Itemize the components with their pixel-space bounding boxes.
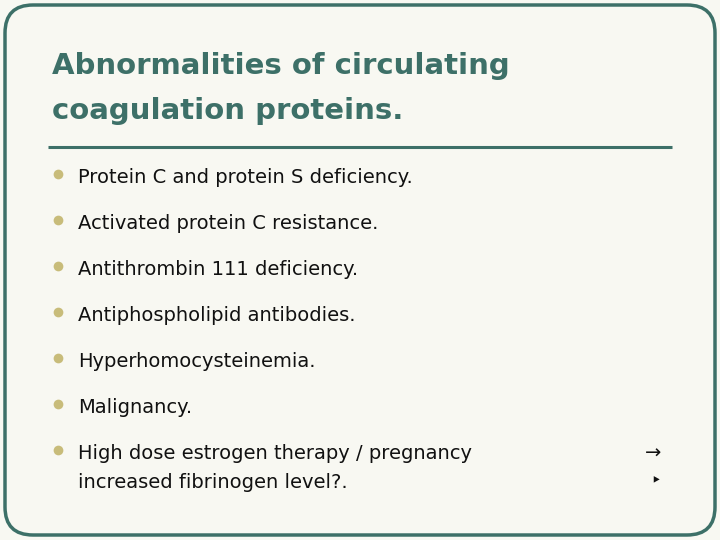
Text: Antithrombin 111 deficiency.: Antithrombin 111 deficiency. <box>78 260 358 279</box>
Text: increased fibrinogen level?.: increased fibrinogen level?. <box>78 472 348 491</box>
Text: Antiphospholipid antibodies.: Antiphospholipid antibodies. <box>78 306 356 325</box>
Text: Activated protein C resistance.: Activated protein C resistance. <box>78 214 379 233</box>
Text: Hyperhomocysteinemia.: Hyperhomocysteinemia. <box>78 352 315 371</box>
Text: coagulation proteins.: coagulation proteins. <box>52 97 403 125</box>
Text: →: → <box>645 444 662 463</box>
Text: Protein C and protein S deficiency.: Protein C and protein S deficiency. <box>78 168 413 187</box>
Text: High dose estrogen therapy / pregnancy: High dose estrogen therapy / pregnancy <box>78 444 472 463</box>
FancyBboxPatch shape <box>5 5 715 535</box>
Text: ‣: ‣ <box>650 472 661 490</box>
Text: Malignancy.: Malignancy. <box>78 398 192 417</box>
Text: Abnormalities of circulating: Abnormalities of circulating <box>52 52 510 80</box>
